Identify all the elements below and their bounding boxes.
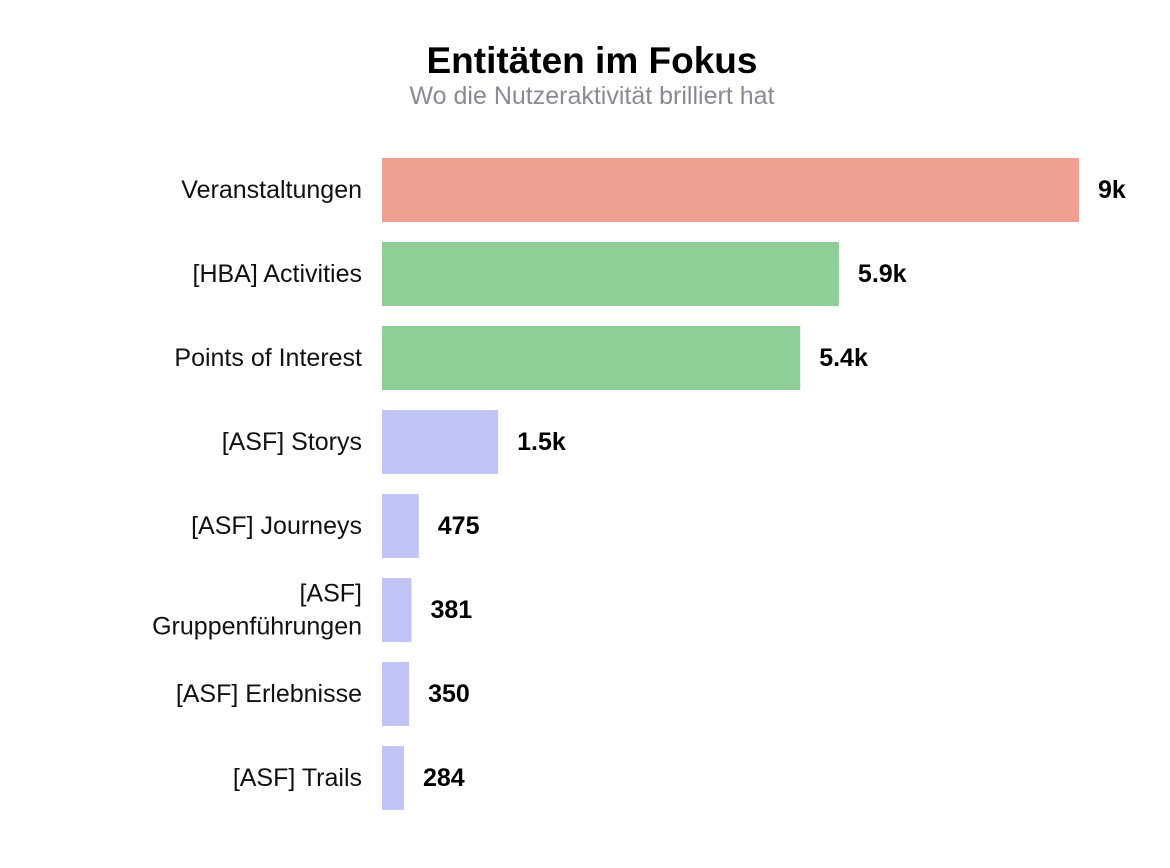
- category-label: [ASF] Gruppenführungen: [152, 580, 362, 641]
- bar: [382, 158, 1079, 222]
- category-label: [ASF] Storys: [222, 428, 362, 456]
- value-label: 5.4k: [819, 344, 868, 372]
- chart-subtitle: Wo die Nutzeraktivität brilliert hat: [409, 82, 775, 110]
- bar-group: [HBA] Activities 5.9k: [193, 242, 907, 306]
- category-label: [ASF] Erlebnisse: [176, 680, 362, 708]
- chart-title: Entitäten im Fokus: [426, 40, 758, 81]
- bar: [382, 410, 499, 474]
- category-label: Veranstaltungen: [181, 176, 362, 204]
- value-label: 350: [428, 680, 470, 708]
- bar: [382, 494, 419, 558]
- category-label: [HBA] Activities: [193, 260, 363, 288]
- bar-group: [ASF] Trails 284: [233, 746, 465, 810]
- bar: [382, 578, 412, 642]
- value-label: 284: [423, 764, 465, 792]
- category-label: Points of Interest: [174, 344, 362, 372]
- category-label: [ASF] Journeys: [191, 512, 362, 540]
- bar-group: [ASF] Journeys 475: [191, 494, 480, 558]
- category-label: [ASF] Trails: [233, 764, 362, 792]
- bar: [382, 662, 410, 726]
- bar: [382, 746, 404, 810]
- bar: [382, 242, 839, 306]
- value-label: 475: [438, 512, 480, 540]
- bar-group: Veranstaltungen 9k: [181, 158, 1126, 222]
- bar-group: [ASF] Gruppenführungen 381: [152, 578, 472, 642]
- bar-group: Points of Interest 5.4k: [174, 326, 868, 390]
- value-label: 381: [431, 596, 473, 624]
- bar: [382, 326, 801, 390]
- bar-group: [ASF] Storys 1.5k: [222, 410, 566, 474]
- value-label: 5.9k: [858, 260, 907, 288]
- value-label: 9k: [1098, 176, 1126, 204]
- bar-group: [ASF] Erlebnisse 350: [176, 662, 470, 726]
- value-label: 1.5k: [517, 428, 566, 456]
